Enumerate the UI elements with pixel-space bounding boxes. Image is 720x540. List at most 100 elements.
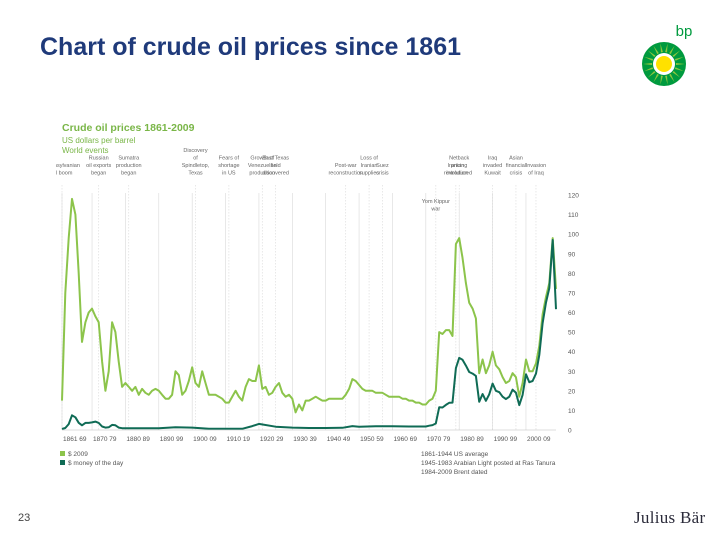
y-tick-label: 30 <box>568 369 576 376</box>
event-label: Asian <box>509 156 523 162</box>
legend-label: $ 2009 <box>68 451 88 458</box>
event-label: Iraq <box>488 156 497 162</box>
y-tick-label: 110 <box>568 212 579 219</box>
event-label: financial <box>506 163 526 169</box>
x-tick-label: 1970 79 <box>427 436 451 443</box>
bp-ray <box>665 43 668 53</box>
event-label: Yom Kippur <box>422 199 450 205</box>
chart-note: 1945-1983 Arabian Light posted at Ras Ta… <box>421 460 556 467</box>
x-tick-label: 1890 99 <box>160 436 184 443</box>
y-tick-label: 50 <box>568 330 576 337</box>
y-tick-label: 40 <box>568 349 576 356</box>
legend-swatch-2009 <box>60 451 65 456</box>
x-tick-label: 1980 89 <box>460 436 484 443</box>
x-tick-label: 1930 39 <box>293 436 317 443</box>
bp-ray <box>643 63 653 65</box>
chart-note: 1861-1944 US average <box>421 451 489 458</box>
bp-ray <box>672 50 681 58</box>
event-label: Russian <box>89 156 109 162</box>
bp-ray <box>669 45 675 55</box>
event-label: Iranian <box>361 163 378 169</box>
x-tick-label: 1861 69 <box>63 436 87 443</box>
bp-ray <box>675 63 685 65</box>
bp-ray <box>653 73 659 83</box>
series-line-money-of-day <box>61 239 557 430</box>
bp-ray <box>647 70 656 78</box>
event-label: of Iraq <box>528 171 544 177</box>
y-tick-label: 90 <box>568 251 576 258</box>
event-label: supplies <box>359 171 379 177</box>
event-label: Post-war <box>335 163 357 169</box>
chart-note: 1984-2009 Brent dated <box>421 469 488 476</box>
x-tick-label: 1900 09 <box>193 436 217 443</box>
event-label: of <box>193 156 198 162</box>
y-tick-label: 80 <box>568 271 576 278</box>
x-tick-label: 1880 89 <box>126 436 150 443</box>
bp-logo-text: bp <box>676 23 693 40</box>
event-annotation: Post-war reconstruction <box>328 163 363 430</box>
event-label: in US <box>222 171 236 177</box>
y-tick-label: 100 <box>568 232 579 239</box>
bp-ray <box>669 73 675 83</box>
event-label: shortage <box>218 163 239 169</box>
event-label: discovered <box>262 171 289 177</box>
event-label: oil exports <box>86 163 111 169</box>
chart-canvas: Crude oil prices 1861-2009 US dollars pe… <box>56 122 579 476</box>
event-label: Suez <box>376 163 389 169</box>
y-tick-label: 120 <box>568 193 579 200</box>
chart-subtitle-line: US dollars per barrel <box>62 136 136 145</box>
page-number: 23 <box>18 512 31 524</box>
event-label: crisis <box>510 171 523 177</box>
legend-label: $ money of the day <box>68 460 124 467</box>
x-tick-label: 1960 69 <box>393 436 417 443</box>
bp-ray <box>660 75 663 85</box>
event-label: Kuwait <box>484 171 501 177</box>
event-annotation: Suez crisis <box>376 163 389 430</box>
event-label: crisis <box>376 171 389 177</box>
event-label: field <box>271 163 281 169</box>
bp-ray <box>644 67 654 72</box>
event-label: East Texas <box>262 156 289 162</box>
julius-baer-logo: Julius Bär <box>634 508 706 527</box>
event-label: Spindletop, <box>182 163 210 169</box>
x-tick-label: 1870 79 <box>93 436 117 443</box>
event-label: Invasion <box>526 163 547 169</box>
event-label: Growth of <box>250 156 274 162</box>
x-tick-label: 2000 09 <box>527 436 551 443</box>
bp-ray <box>653 45 659 55</box>
event-label: reconstruction <box>328 171 363 177</box>
event-annotation: Invasion of Iraq <box>526 163 547 430</box>
chart-title: Crude oil prices 1861-2009 <box>62 122 195 134</box>
event-label: revolution <box>444 171 468 177</box>
y-tick-label: 60 <box>568 310 576 317</box>
bp-ray <box>644 56 654 61</box>
bp-ray <box>660 43 663 53</box>
bp-helios-icon: bp <box>642 23 693 86</box>
chart-subtitle-line: World events <box>62 146 109 155</box>
event-label: Sumatra <box>118 156 140 162</box>
event-label: Loss of <box>360 156 378 162</box>
y-tick-label: 70 <box>568 290 576 297</box>
x-tick-label: 1950 59 <box>360 436 384 443</box>
event-label: war <box>430 207 440 213</box>
bp-ray <box>672 70 681 78</box>
bp-ray <box>674 56 684 61</box>
event-annotation: Iranian revolution <box>444 163 468 430</box>
bp-ray <box>674 67 684 72</box>
x-tick-label: 1920 29 <box>260 436 284 443</box>
event-label: Discovery <box>183 148 207 154</box>
event-label: pricing <box>451 163 467 169</box>
y-tick-label: 0 <box>568 428 572 435</box>
legend-swatch-money-of-day <box>60 460 65 465</box>
x-tick-label: 1940 49 <box>327 436 351 443</box>
event-label: oil boom <box>56 171 73 177</box>
y-tick-label: 10 <box>568 408 576 415</box>
event-annotation: Pennsylvanian oil boom <box>56 163 80 430</box>
